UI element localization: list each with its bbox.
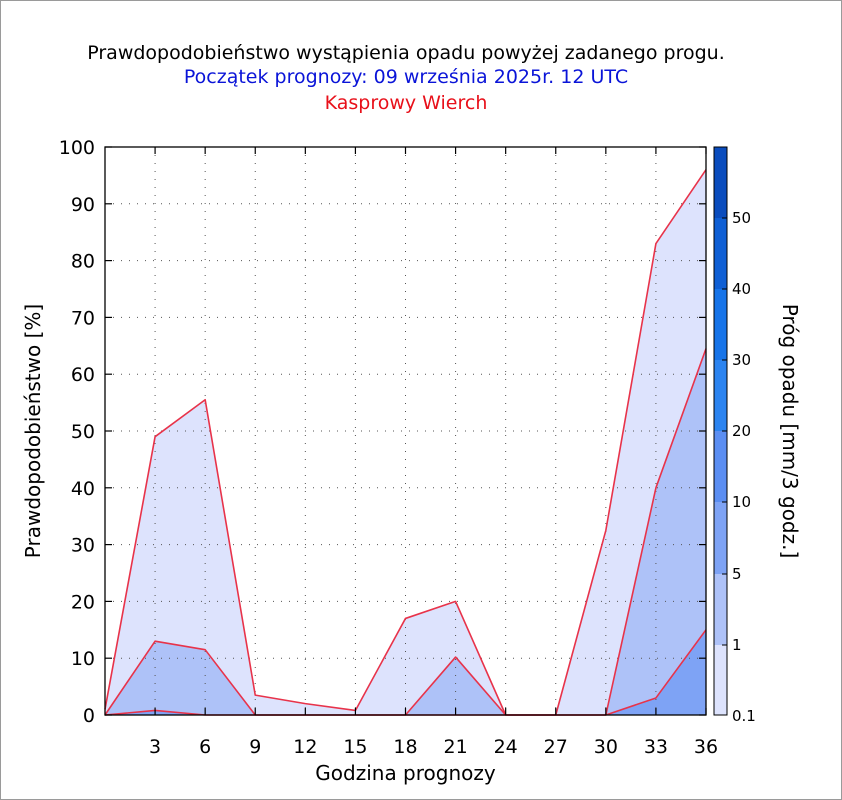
colorbar-band-4 (714, 360, 727, 431)
y-tick-label-40: 40 (71, 478, 95, 500)
colorbar-label-1: 1 (732, 636, 742, 654)
chart-location: Kasprowy Wierch (324, 92, 488, 114)
colorbar-label: Próg opadu [mm/3 godz.] (778, 304, 802, 559)
x-tick-label-36: 36 (694, 736, 718, 758)
y-tick-label-90: 90 (71, 194, 95, 216)
x-tick-label-18: 18 (393, 736, 417, 758)
chart-title: Prawdopodobieństwo wystąpienia opadu pow… (87, 42, 725, 64)
y-axis-label: Prawdopodobieństwo [%] (21, 304, 45, 558)
colorbar-label-0_1: 0.1 (732, 707, 756, 725)
colorbar-label-50: 50 (732, 209, 751, 227)
area-threshold-5 (105, 629, 706, 715)
x-tick-label-15: 15 (343, 736, 367, 758)
colorbar-band-0 (714, 645, 727, 715)
x-tick-label-12: 12 (293, 736, 317, 758)
y-axis-ticks: 0 10 20 30 40 50 60 70 80 90 100 (59, 137, 706, 727)
x-tick-label-33: 33 (644, 736, 668, 758)
x-axis-ticks: 3 6 9 12 15 18 21 24 27 30 33 36 (149, 147, 718, 758)
colorbar-label-10: 10 (732, 493, 751, 511)
x-tick-label-6: 6 (199, 736, 211, 758)
probability-areas (105, 169, 706, 716)
colorbar-label-20: 20 (732, 422, 751, 440)
colorbar-band-5 (714, 289, 727, 360)
y-tick-label-100: 100 (59, 137, 95, 159)
colorbar-label-30: 30 (732, 351, 751, 369)
x-tick-label-3: 3 (149, 736, 161, 758)
y-tick-label-10: 10 (71, 648, 95, 670)
y-tick-label-30: 30 (71, 535, 95, 557)
chart-subtitle: Początek prognozy: 09 września 2025r. 12… (183, 66, 629, 88)
x-axis-label: Godzina prognozy (315, 761, 496, 785)
colorbar-band-7 (714, 147, 727, 218)
y-tick-label-50: 50 (71, 421, 95, 443)
y-tick-label-80: 80 (71, 251, 95, 273)
colorbar-label-5: 5 (732, 565, 742, 583)
x-tick-label-9: 9 (249, 736, 261, 758)
y-tick-label-0: 0 (83, 705, 95, 727)
x-tick-label-30: 30 (594, 736, 618, 758)
colorbar-label-40: 40 (732, 280, 751, 298)
y-tick-label-70: 70 (71, 307, 95, 329)
x-tick-label-24: 24 (494, 736, 518, 758)
colorbar-band-6 (714, 218, 727, 289)
colorbar-band-2 (714, 502, 727, 574)
x-tick-label-27: 27 (544, 736, 568, 758)
colorbar-band-3 (714, 431, 727, 502)
y-tick-label-60: 60 (71, 364, 95, 386)
y-tick-label-20: 20 (71, 591, 95, 613)
line-threshold-0_1 (104, 169, 707, 716)
colorbar: 0.1 1 5 10 20 30 40 50 (713, 146, 756, 725)
x-tick-label-21: 21 (443, 736, 467, 758)
colorbar-band-1 (714, 574, 727, 645)
area-threshold-1 (105, 348, 706, 715)
